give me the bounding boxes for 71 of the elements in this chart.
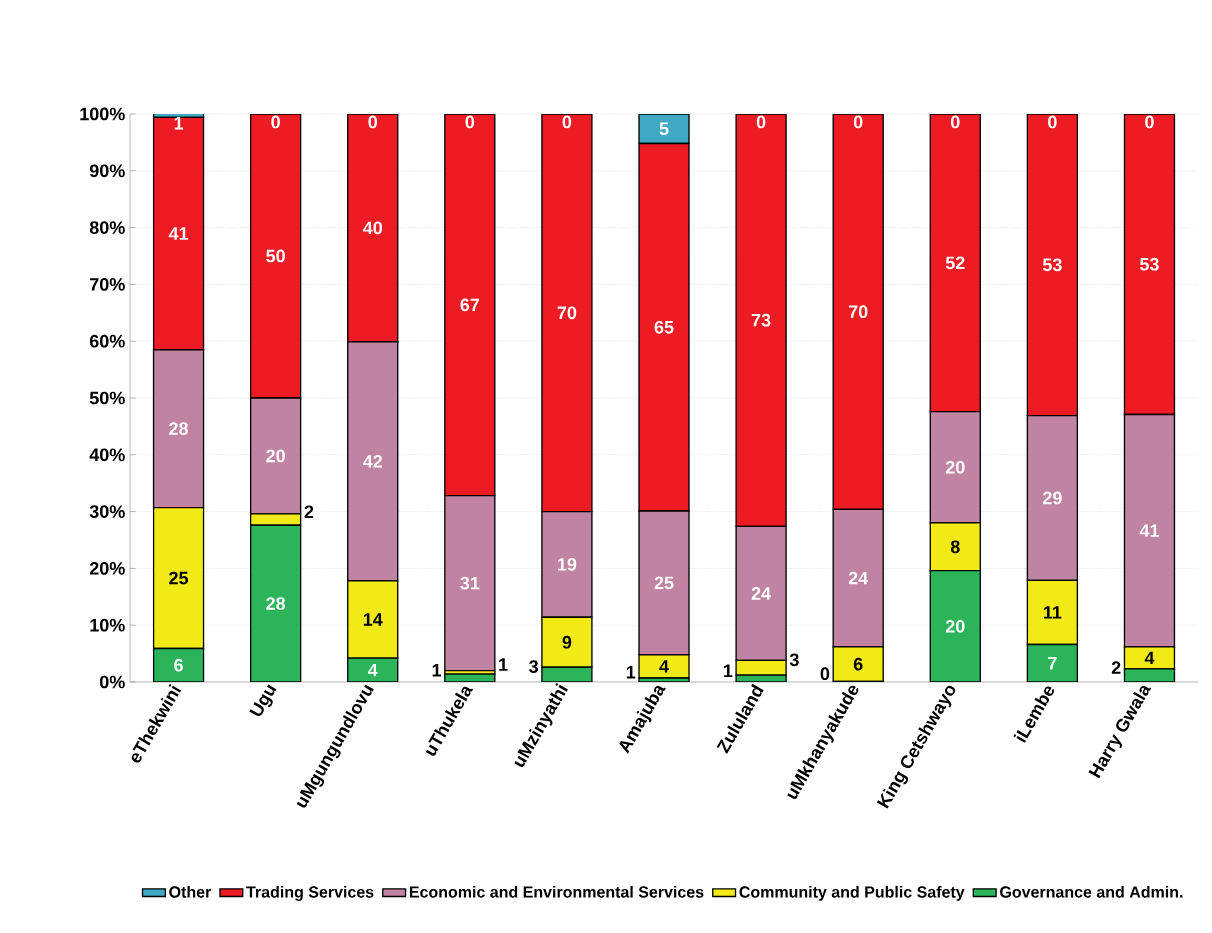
data-label: 28 <box>266 597 286 610</box>
data-label: 70 <box>557 306 577 320</box>
y-tick-label: 40% <box>89 448 125 462</box>
data-label: 14 <box>363 613 383 626</box>
y-tick-label: 50% <box>89 391 125 405</box>
y-tick-label: 60% <box>89 334 125 348</box>
data-label: 0 <box>368 115 378 129</box>
data-label: 0 <box>820 667 830 681</box>
data-label: 3 <box>529 660 539 674</box>
data-label: 24 <box>848 571 869 585</box>
data-label: 11 <box>1043 606 1062 619</box>
data-label: 53 <box>1140 257 1159 271</box>
data-label: 2 <box>1111 661 1121 674</box>
data-label: 0 <box>950 115 960 129</box>
data-label: 0 <box>1048 115 1057 129</box>
data-label: 5 <box>659 122 669 136</box>
y-tick-label: 30% <box>89 505 125 518</box>
data-label: 19 <box>558 558 577 571</box>
data-label: 3 <box>789 653 799 667</box>
data-label: 0 <box>465 115 475 129</box>
data-label: 0 <box>1145 115 1154 129</box>
data-label: 31 <box>460 576 480 590</box>
legend-label: Other <box>169 885 212 898</box>
data-label: 52 <box>945 256 965 270</box>
data-label: 42 <box>363 455 383 468</box>
legend-label: Governance and Admin. <box>1000 885 1183 898</box>
data-label: 28 <box>169 422 188 436</box>
data-label: 4 <box>368 663 378 677</box>
legend-label: Community and Public Safety <box>739 885 965 901</box>
y-tick-label: 70% <box>90 278 125 291</box>
data-label: 70 <box>848 305 868 319</box>
data-label: 0 <box>271 115 280 129</box>
data-label: 6 <box>853 657 863 671</box>
data-label: 73 <box>751 313 771 327</box>
data-label: 50 <box>266 249 285 263</box>
data-label: 67 <box>460 298 480 312</box>
data-label: 6 <box>174 658 183 672</box>
data-label: 20 <box>945 619 965 633</box>
data-label: 24 <box>751 587 772 600</box>
data-label: 4 <box>659 660 669 673</box>
data-label: 65 <box>654 320 674 334</box>
data-label: 1 <box>723 664 733 677</box>
data-label: 20 <box>945 460 965 474</box>
y-tick-label: 10% <box>90 618 125 632</box>
legend-label: Trading Services <box>246 885 374 901</box>
data-label: 29 <box>1042 491 1062 505</box>
data-label: 41 <box>168 227 189 240</box>
y-tick-label: 90% <box>89 164 125 178</box>
y-tick-label: 20% <box>89 562 125 575</box>
data-label: 8 <box>950 540 960 554</box>
data-label: 0 <box>756 115 766 129</box>
data-label: 1 <box>432 664 442 677</box>
legend-label: Economic and Environmental Services <box>409 885 704 898</box>
data-label: 9 <box>562 635 572 649</box>
data-label: 41 <box>1139 524 1159 537</box>
data-label: 2 <box>304 505 314 518</box>
data-label: 4 <box>1144 651 1155 665</box>
data-label: 7 <box>1048 657 1057 670</box>
data-label: 20 <box>266 449 285 463</box>
data-label: 25 <box>169 571 189 585</box>
data-label: 1 <box>626 666 636 679</box>
data-label: 40 <box>363 221 383 235</box>
y-tick-label: 80% <box>89 221 125 234</box>
data-label: 1 <box>174 117 184 130</box>
data-label: 0 <box>853 115 863 129</box>
data-label: 53 <box>1042 258 1062 272</box>
data-label: 25 <box>654 576 674 590</box>
y-tick-label: 0% <box>99 675 125 689</box>
data-label: 0 <box>562 115 572 129</box>
data-label: 1 <box>499 658 508 671</box>
y-tick-label: 100% <box>80 107 125 121</box>
